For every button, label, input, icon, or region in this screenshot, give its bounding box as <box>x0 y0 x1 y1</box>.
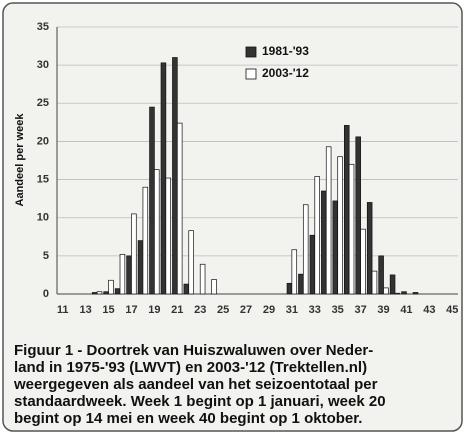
bar <box>176 122 183 295</box>
bar <box>314 176 320 295</box>
bar <box>114 288 121 295</box>
bar <box>325 146 332 295</box>
bar <box>401 291 407 295</box>
bar <box>412 292 419 295</box>
caption-line: Figuur 1 - Doortrek van Huiszwaluwen ove… <box>14 342 373 359</box>
bar <box>298 273 304 295</box>
bar <box>149 106 155 295</box>
bar <box>126 255 132 295</box>
bar <box>371 270 378 295</box>
x-tick-label: 37 <box>354 304 366 316</box>
y-tick-label: 20 <box>37 135 49 147</box>
bar <box>119 253 126 295</box>
y-tick-label: 10 <box>37 212 49 224</box>
bar <box>131 213 137 295</box>
y-tick-label: 30 <box>37 59 49 71</box>
x-tick-label: 25 <box>217 304 229 316</box>
bar <box>332 200 339 295</box>
legend-swatch <box>245 46 257 58</box>
y-tick-label: 0 <box>43 288 49 300</box>
x-tick-label: 29 <box>263 304 275 316</box>
x-tick-label: 15 <box>102 304 114 316</box>
bar <box>154 169 160 295</box>
x-tick-label: 33 <box>309 304 321 316</box>
bar <box>211 279 217 295</box>
caption-line: weergegeven als aandeel van het seizoent… <box>13 376 378 393</box>
bar <box>286 282 293 295</box>
x-tick-label: 13 <box>80 304 92 316</box>
bar <box>188 230 194 295</box>
x-tick-label: 39 <box>377 304 389 316</box>
bar <box>137 240 144 295</box>
bar <box>321 190 327 295</box>
bar <box>343 125 350 295</box>
bar <box>291 249 298 295</box>
bar <box>183 283 190 295</box>
x-tick-label: 11 <box>57 304 69 316</box>
x-tick-label: 23 <box>194 304 206 316</box>
bar <box>96 291 103 295</box>
caption-line: land in 1975-'93 (LWVT) en 2003-'12 (Tre… <box>14 359 367 376</box>
bar <box>337 156 343 295</box>
bar <box>108 279 114 295</box>
bar <box>160 62 167 295</box>
x-tick-label: 43 <box>423 304 435 316</box>
x-tick-label: 19 <box>148 304 160 316</box>
bar <box>142 186 149 295</box>
legend-label: 1981-'93 <box>262 44 309 58</box>
caption-line: begint op 14 mei en week 40 begint op 1 … <box>14 410 362 427</box>
caption-line: standaardweek. Week 1 begint op 1 januar… <box>14 393 386 410</box>
bar <box>199 263 206 295</box>
bar <box>165 177 172 295</box>
bar <box>355 136 361 295</box>
bar <box>348 163 355 295</box>
y-tick-label: 5 <box>43 250 49 262</box>
bar <box>302 204 309 295</box>
x-tick-label: 45 <box>446 304 458 316</box>
bar <box>378 255 384 295</box>
legend-swatch <box>245 68 257 80</box>
bar <box>389 274 396 295</box>
x-tick-label: 17 <box>125 304 137 316</box>
x-tick-label: 35 <box>332 304 344 316</box>
bar <box>309 234 316 295</box>
bar <box>172 57 178 295</box>
y-tick-label: 35 <box>37 21 49 33</box>
x-tick-label: 41 <box>400 304 412 316</box>
bar <box>366 202 373 295</box>
y-tick-label: 25 <box>37 97 49 109</box>
bar <box>91 292 98 295</box>
y-tick-label: 15 <box>37 173 49 185</box>
x-tick-label: 31 <box>286 304 298 316</box>
x-tick-label: 21 <box>171 304 183 316</box>
bar <box>383 287 389 295</box>
x-tick-label: 27 <box>240 304 252 316</box>
legend-label: 2003-'12 <box>262 66 309 80</box>
y-axis-label: Aandeel per week <box>14 113 26 207</box>
bar <box>394 292 401 295</box>
bar <box>360 228 366 295</box>
bar <box>103 291 109 295</box>
